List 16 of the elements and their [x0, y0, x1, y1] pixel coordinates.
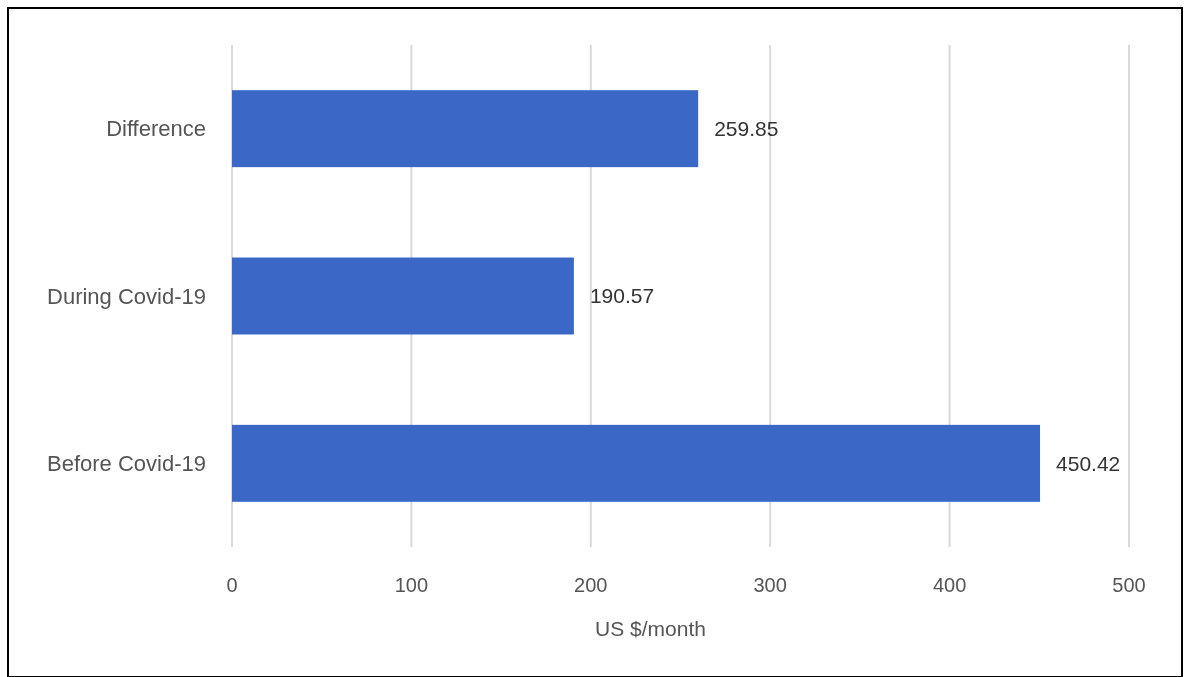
x-axis-title: US $/month	[595, 617, 706, 640]
bar	[232, 257, 574, 335]
x-tick-label: 200	[574, 574, 608, 596]
x-tick-label: 300	[753, 574, 787, 596]
x-tick-label: 400	[932, 574, 967, 596]
y-tick-label: Difference	[106, 116, 206, 142]
y-tick-label: During Covid-19	[47, 283, 206, 309]
data-label: 190.57	[589, 284, 655, 308]
x-tick-label: 500	[1112, 574, 1146, 596]
x-tick-label: 0	[226, 574, 238, 596]
bar	[232, 424, 1041, 502]
x-tick-label: 100	[394, 574, 429, 596]
data-label: 450.42	[1056, 451, 1121, 475]
y-tick-label: Before Covid-19	[47, 451, 206, 477]
data-label: 259.85	[714, 117, 779, 141]
bar	[232, 90, 699, 168]
